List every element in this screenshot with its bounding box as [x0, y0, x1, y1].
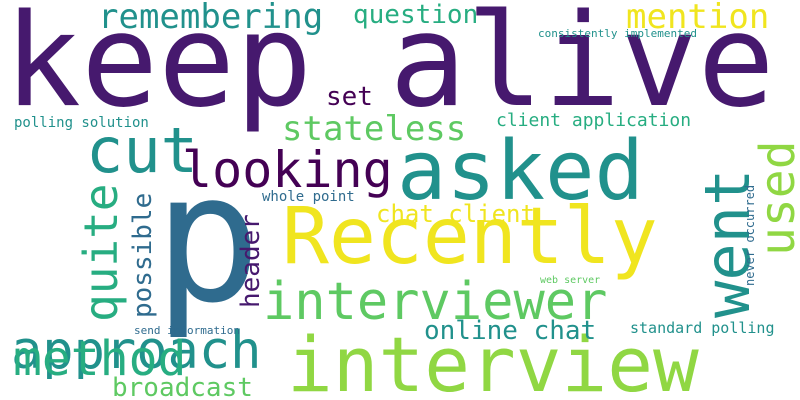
word-consistently-implemented: consistently implemented: [538, 28, 697, 39]
word-online-chat: online chat: [424, 318, 596, 344]
word-polling-solution: polling solution: [14, 116, 149, 130]
word-looking: looking: [182, 145, 393, 195]
word-whole-point: whole point: [262, 190, 355, 204]
word-web-server: web server: [540, 276, 600, 286]
word-never-occurred: never occurred: [744, 185, 756, 286]
word-standard-polling: standard polling: [630, 321, 775, 336]
word-set: set: [326, 84, 373, 110]
word-broadcast: broadcast: [112, 375, 253, 400]
word-quite: quite: [78, 184, 124, 322]
word-chat-client: chat client: [376, 202, 535, 226]
word-question: question: [353, 2, 478, 28]
word-used: used: [754, 140, 800, 256]
word-stateless: stateless: [282, 112, 466, 146]
word-header: header: [238, 214, 264, 308]
word-remembering: remembering: [98, 0, 323, 34]
word-client-application: client application: [496, 112, 691, 130]
word-send-information: send information: [134, 325, 240, 336]
word-possible: possible: [130, 193, 156, 318]
